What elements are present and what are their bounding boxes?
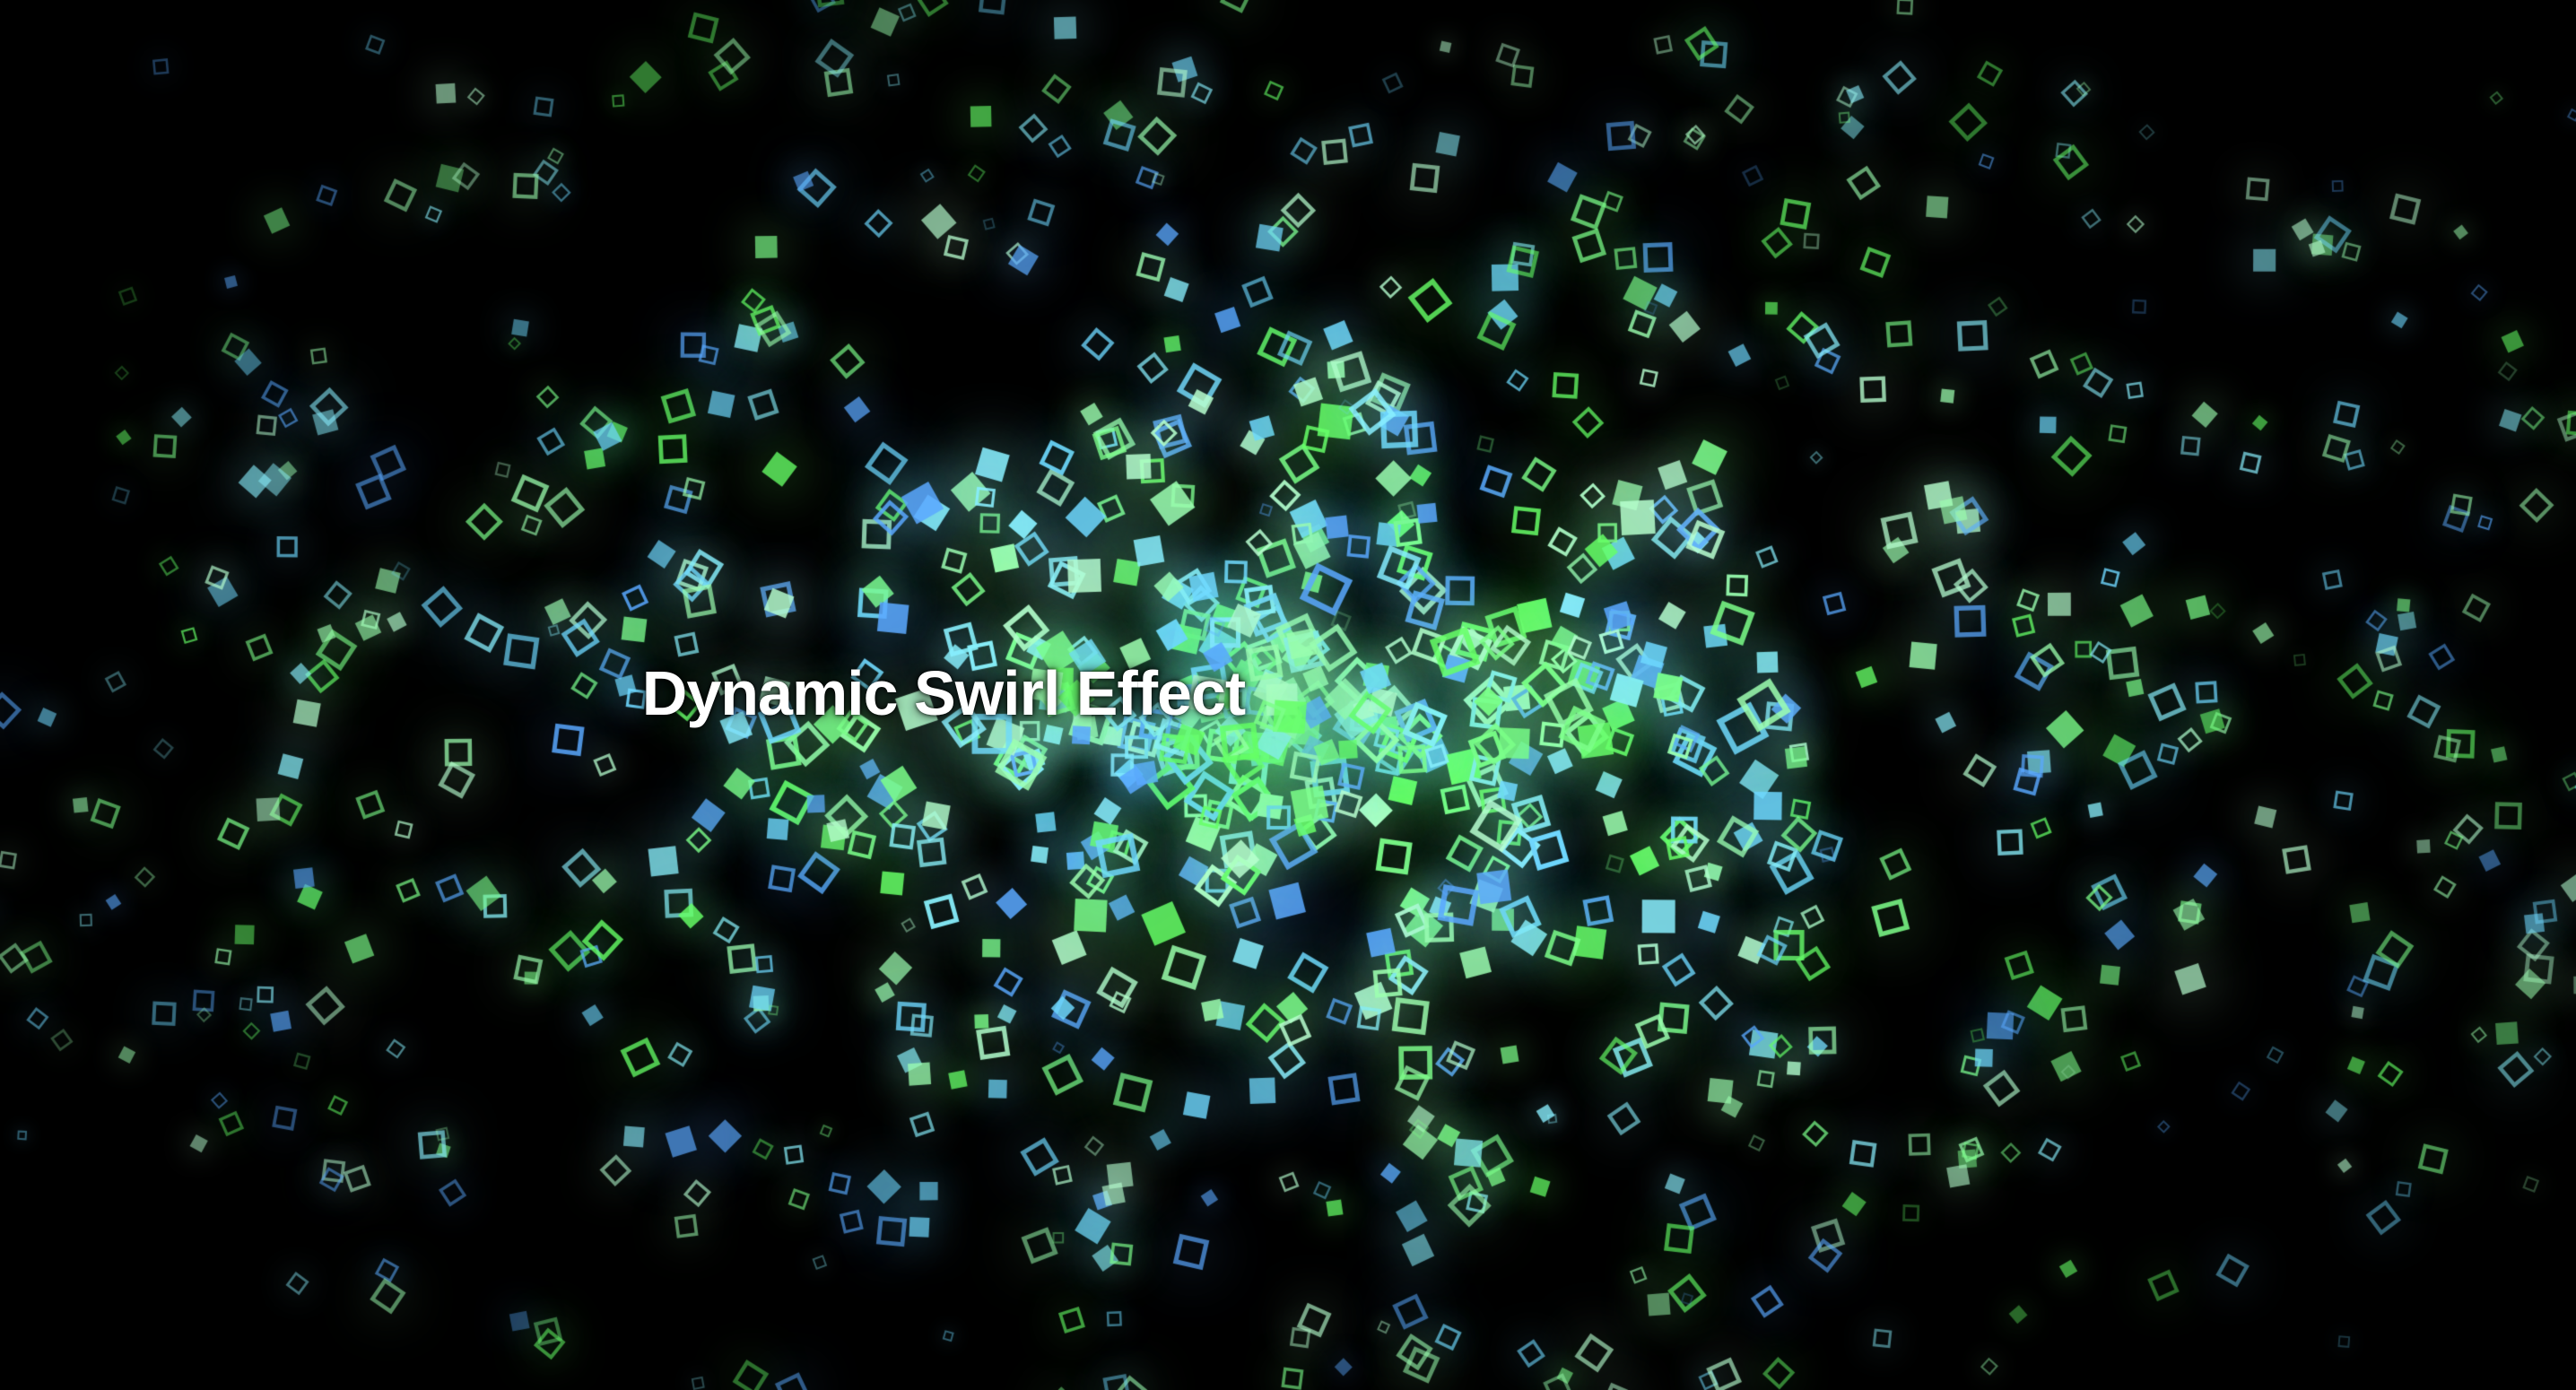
page-title: Dynamic Swirl Effect <box>641 658 1246 728</box>
